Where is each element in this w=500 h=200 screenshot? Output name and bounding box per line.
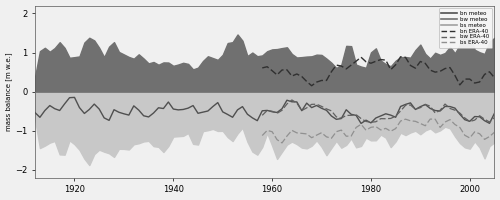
- Legend: bn meteo, bw meteo, bs meteo, bn ERA-40, bw ERA-40, bs ERA-40: bn meteo, bw meteo, bs meteo, bn ERA-40,…: [438, 8, 492, 48]
- Y-axis label: mass balance [m w.e.]: mass balance [m w.e.]: [6, 52, 12, 131]
